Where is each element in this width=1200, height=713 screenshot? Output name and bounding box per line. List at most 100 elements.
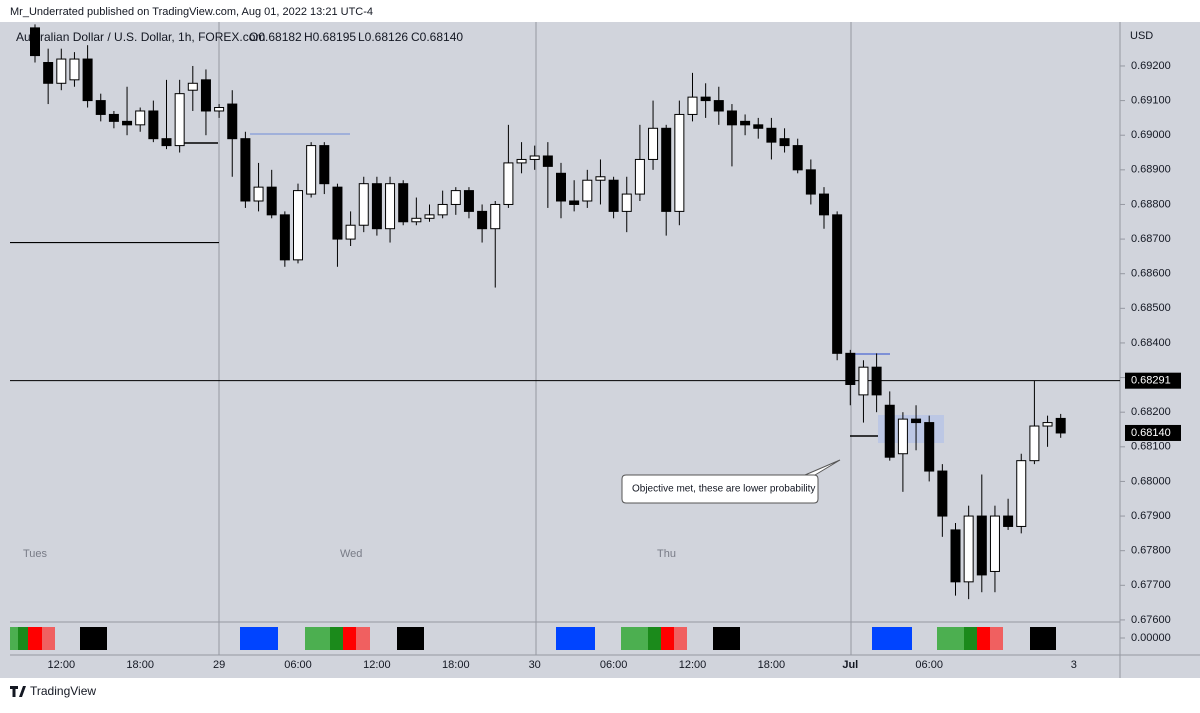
y-tick-label: 0.69000 bbox=[1131, 129, 1171, 141]
candle-body bbox=[503, 162, 514, 205]
candle-body bbox=[214, 107, 225, 112]
x-tick-label: 18:00 bbox=[442, 659, 470, 671]
candle-body bbox=[450, 190, 461, 205]
candle-body bbox=[161, 138, 172, 147]
y-tick-label: 0.68400 bbox=[1131, 337, 1171, 349]
x-tick-label: 12:00 bbox=[363, 659, 391, 671]
candle-body bbox=[700, 96, 711, 102]
y-tick-label: 0.68800 bbox=[1131, 198, 1171, 210]
x-tick-label: 30 bbox=[529, 659, 541, 671]
candle-body bbox=[266, 186, 277, 216]
y-tick-label: 0.68700 bbox=[1131, 233, 1171, 245]
candle-body bbox=[805, 169, 816, 195]
last-price-tag bbox=[1125, 424, 1181, 441]
candle-body bbox=[897, 418, 908, 455]
candle-body bbox=[463, 190, 474, 212]
annotation: Objective met, these are lower probabili… bbox=[632, 484, 815, 495]
candle-body bbox=[963, 515, 974, 583]
y-tick-label: 0.68500 bbox=[1131, 302, 1171, 314]
legend: Australian Dollar / U.S. Dollar, 1h, FOR… bbox=[16, 30, 463, 44]
day-label: Wed bbox=[340, 548, 362, 560]
candle-body bbox=[240, 138, 251, 202]
candle-body bbox=[1029, 425, 1040, 462]
candle-body bbox=[1003, 515, 1014, 527]
candle-body bbox=[411, 217, 422, 223]
candle-body bbox=[556, 172, 566, 202]
price-tag bbox=[1125, 372, 1181, 389]
x-tick-label: 06:00 bbox=[600, 659, 628, 671]
candle-body bbox=[1042, 422, 1053, 427]
day-label: Tues bbox=[23, 548, 48, 560]
candle-body bbox=[227, 103, 238, 140]
candle-body bbox=[43, 62, 54, 84]
candle-body bbox=[621, 193, 632, 212]
candle-body bbox=[766, 127, 777, 143]
candle-body bbox=[424, 214, 435, 219]
price-tag-label: 0.68291 bbox=[1131, 375, 1171, 387]
candle-body bbox=[148, 110, 159, 140]
x-tick-label: 18:00 bbox=[126, 659, 154, 671]
brand-name: TradingView bbox=[30, 684, 96, 698]
ohlc-low: L0.68126 bbox=[358, 30, 408, 44]
candle-body bbox=[661, 127, 672, 212]
candle-body bbox=[845, 352, 856, 385]
candle-body bbox=[82, 58, 93, 102]
candle-body bbox=[858, 366, 869, 396]
x-tick-label: 18:00 bbox=[758, 659, 786, 671]
y-tick-label: 0.68200 bbox=[1131, 406, 1171, 418]
candle-body bbox=[293, 190, 303, 261]
y-tick-label: 0.68900 bbox=[1131, 164, 1171, 176]
y-tick-label: 0.67900 bbox=[1131, 510, 1171, 522]
ohlc-open: O0.68182 bbox=[249, 30, 302, 44]
x-tick-label: 06:00 bbox=[915, 659, 943, 671]
candle-body bbox=[516, 158, 527, 164]
indicator-strip bbox=[10, 627, 1056, 650]
candle-body bbox=[529, 155, 540, 160]
candle-body bbox=[911, 418, 922, 424]
candle-body bbox=[608, 179, 619, 212]
candle-body bbox=[924, 422, 935, 472]
x-tick-label: 12:00 bbox=[48, 659, 76, 671]
candle-body bbox=[69, 58, 80, 81]
candle-body bbox=[95, 100, 106, 115]
candle-body bbox=[648, 127, 659, 160]
candle-body bbox=[950, 529, 961, 583]
candle-body bbox=[345, 224, 356, 240]
candle-body bbox=[135, 110, 146, 126]
candle-body bbox=[989, 515, 1000, 572]
currency: USD bbox=[1130, 30, 1153, 42]
candle-body bbox=[122, 120, 133, 126]
y-tick-label: 0.67700 bbox=[1131, 579, 1171, 591]
candle-body bbox=[674, 113, 685, 212]
candle-body bbox=[884, 404, 895, 458]
candle-body bbox=[1016, 460, 1027, 527]
candle-body bbox=[253, 186, 264, 202]
candle-body bbox=[819, 193, 829, 216]
candle-body bbox=[371, 183, 382, 230]
ohlc-high: H0.68195 bbox=[304, 30, 356, 44]
candle-body bbox=[582, 179, 593, 202]
candle-body bbox=[200, 79, 211, 112]
ohlc-close: C0.68140 bbox=[411, 30, 463, 44]
y-tick-label: 0.68600 bbox=[1131, 268, 1171, 280]
candle-body bbox=[306, 145, 317, 195]
candle-body bbox=[174, 93, 185, 147]
callout-box bbox=[621, 459, 841, 504]
y-tick-label: 0.67600 bbox=[1131, 614, 1171, 626]
candle-body bbox=[740, 120, 751, 126]
candle-body bbox=[56, 58, 67, 84]
x-tick-label: 3 bbox=[1071, 659, 1077, 671]
x-tick-label: 06:00 bbox=[284, 659, 312, 671]
candle-body bbox=[634, 158, 645, 195]
candle-body bbox=[976, 515, 987, 576]
brand: TradingView bbox=[10, 684, 96, 698]
published-note: Mr_Underrated published on TradingView.c… bbox=[10, 6, 373, 18]
candle-body bbox=[753, 124, 764, 129]
candle-body bbox=[398, 183, 409, 223]
y-tick-label: 0.69200 bbox=[1131, 60, 1171, 72]
candle-body bbox=[937, 470, 948, 517]
chart-background bbox=[0, 22, 1200, 678]
y-tick-label: 0.69100 bbox=[1131, 94, 1171, 106]
candle-body bbox=[477, 210, 488, 230]
